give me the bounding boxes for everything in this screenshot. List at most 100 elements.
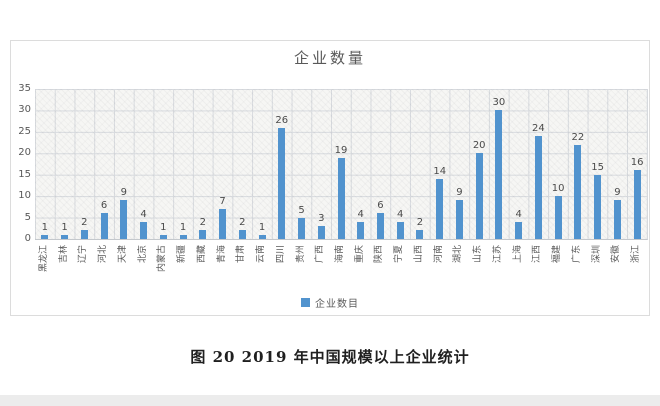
bar-value-label: 1	[61, 221, 68, 233]
legend: 企业数目	[11, 295, 649, 310]
bar-宁夏	[396, 221, 404, 239]
bar-深圳	[594, 174, 602, 239]
bar-value-label: 6	[100, 200, 108, 212]
x-axis-tick-label: 陕西	[374, 245, 385, 264]
bar-北京	[140, 221, 148, 239]
chart-title: 企业数量	[293, 49, 366, 67]
x-axis-tick-label: 天津	[117, 245, 128, 264]
x-axis-tick-label: 青海	[216, 245, 227, 264]
bar-value-label: 7	[219, 196, 226, 207]
bar-江苏	[495, 110, 503, 239]
x-axis: 黑龙江 吉林 辽宁 河北 天津 北京 内蒙古 新疆 西藏 青海 甘肃 云南 四川 贵州 广西 海南 重庆 陕西 宁夏…	[35, 241, 647, 293]
bar-value-label: 2	[81, 217, 88, 229]
bottom-strip	[0, 395, 660, 406]
x-axis-tick-label: 河北	[98, 245, 109, 264]
bar-山东	[475, 153, 483, 239]
bar-value-label: 4	[140, 208, 147, 220]
bar-上海	[515, 221, 523, 239]
bar-辽宁	[80, 230, 88, 239]
x-axis-tick-label: 宁夏	[394, 245, 405, 264]
bar-value-label: 14	[433, 166, 447, 177]
x-axis-tick-label: 浙江	[631, 245, 642, 264]
x-axis-tick-label: 河南	[433, 245, 444, 264]
x-axis-tick-label: 辽宁	[78, 245, 89, 264]
bar-value-label: 9	[614, 187, 621, 199]
bar-青海	[219, 209, 227, 239]
x-axis-tick-label: 新疆	[177, 245, 188, 264]
y-axis-tick-label: 25	[18, 125, 31, 137]
bar-浙江	[633, 170, 641, 239]
bar-海南	[337, 157, 345, 239]
x-axis-tick-label: 山东	[473, 245, 484, 264]
x-axis-tick-label: 海南	[335, 245, 345, 264]
x-axis-tick-label: 云南	[256, 245, 267, 264]
bar-value-label: 20	[472, 140, 486, 152]
bar-value-label: 5	[298, 204, 305, 216]
bar-山西	[416, 230, 424, 239]
y-axis-tick-label: 20	[18, 147, 31, 159]
bar-value-label: 1	[258, 221, 266, 233]
x-axis-tick-label: 广东	[571, 245, 582, 264]
bar-value-label: 2	[416, 217, 424, 229]
y-axis-tick-label: 30	[18, 104, 31, 116]
bar-value-label: 4	[357, 208, 364, 220]
y-axis-tick-label: 0	[24, 233, 31, 244]
bar-value-label: 4	[515, 208, 522, 220]
bar-重庆	[357, 221, 365, 239]
x-axis-tick-label: 福建	[552, 245, 563, 264]
bar-value-label: 2	[199, 217, 206, 229]
x-axis-tick-label: 四川	[275, 245, 286, 264]
y-axis-tick-label: 15	[18, 168, 31, 180]
x-axis-tick-label: 甘肃	[236, 245, 247, 264]
bar-西藏	[199, 230, 207, 239]
bar-河南	[436, 179, 444, 239]
bar-甘肃	[238, 230, 246, 239]
bar-内蒙古	[159, 234, 167, 239]
x-axis-tick-label: 贵州	[295, 245, 306, 264]
chart-card: 企业数量 0 5 10 15 20 25 30 35 1 1 2 6 9 4 1 1 2 7 2 1 26 5 3 19 4 6…	[10, 40, 650, 316]
x-axis-tick-label: 江苏	[492, 245, 503, 264]
bar-value-label: 4	[397, 208, 404, 220]
bar-value-label: 6	[377, 200, 384, 212]
x-axis-tick-label: 上海	[512, 245, 523, 264]
x-axis-tick-label: 湖北	[453, 245, 464, 264]
bar-value-label: 1	[41, 221, 49, 233]
bar-value-label: 16	[630, 157, 644, 169]
bar-广东	[574, 144, 582, 239]
bar-value-label: 22	[571, 131, 585, 143]
bar-广西	[317, 226, 325, 239]
bar-value-label: 19	[334, 144, 348, 156]
x-axis-tick-label: 广西	[315, 245, 326, 264]
plot-area: 1 1 2 6 9 4 1 1 2 7 2 1 26 5 3 19 4 6 4 2 14 9 20 30 4 24 10 22 15 9 1…	[35, 89, 648, 240]
legend-label: 企业数目	[315, 298, 359, 310]
bar-江西	[534, 136, 542, 239]
y-axis: 0 5 10 15 20 25 30 35	[11, 84, 31, 244]
y-axis-tick-label: 35	[18, 83, 31, 94]
bar-value-label: 9	[120, 187, 128, 199]
bar-value-label: 2	[239, 217, 246, 229]
bar-云南	[258, 234, 266, 239]
x-axis-tick-label: 北京	[137, 245, 148, 264]
bar-value-label: 30	[492, 97, 506, 109]
bar-天津	[120, 200, 128, 239]
y-axis-tick-label: 10	[18, 190, 31, 202]
y-axis-tick-label: 5	[24, 211, 31, 223]
bar-value-label: 15	[591, 161, 605, 173]
bar-湖北	[455, 200, 463, 239]
x-axis-tick-label: 江西	[532, 245, 543, 264]
figure-caption: 图 20 2019 年中国规模以上企业统计	[190, 348, 470, 366]
x-axis-tick-label: 内蒙古	[157, 245, 168, 273]
bar-value-label: 3	[318, 213, 325, 225]
bar-四川	[278, 127, 286, 239]
bar-value-label: 10	[551, 183, 565, 195]
bar-value-label: 1	[179, 221, 187, 233]
bar-黑龙江	[41, 234, 49, 239]
bar-value-label: 26	[275, 114, 289, 126]
x-axis-tick-label: 重庆	[354, 245, 365, 264]
x-axis-tick-label: 黑龙江	[38, 245, 49, 273]
bar-河北	[100, 213, 108, 239]
bar-吉林	[61, 234, 69, 239]
bar-福建	[554, 196, 562, 239]
x-axis-tick-label: 西藏	[196, 245, 207, 264]
bar-value-label: 9	[456, 187, 463, 199]
